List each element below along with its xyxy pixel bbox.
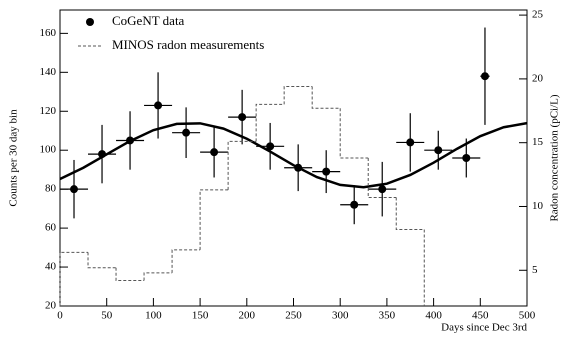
y-tick-label: 120 (40, 105, 57, 117)
y-tick-label: 20 (45, 300, 57, 312)
data-point (266, 142, 275, 151)
x-tick-label: 300 (332, 310, 349, 322)
legend-marker (86, 18, 94, 26)
y-tick-label: 100 (40, 144, 57, 156)
histogram-step (283, 86, 313, 105)
data-point (462, 154, 471, 162)
data-point (70, 185, 79, 194)
data-point (434, 146, 443, 155)
y2-tick-label: 10 (532, 200, 544, 212)
data-point (210, 148, 219, 157)
data-point (406, 138, 415, 147)
y-tick-label: 60 (45, 222, 57, 234)
histogram-step (171, 249, 201, 273)
histogram-step (59, 251, 89, 306)
x-tick-label: 0 (57, 310, 63, 322)
x-tick-label: 500 (519, 310, 536, 322)
fit-curve (59, 121, 528, 189)
data-point (182, 128, 191, 137)
y2-tick-label: 20 (532, 72, 544, 84)
x-tick-label: 350 (379, 310, 396, 322)
legend-label: CoGeNT data (112, 13, 185, 28)
y2-tick-label: 25 (532, 9, 544, 21)
histogram-step (311, 86, 341, 109)
x-tick-label: 150 (192, 310, 209, 322)
data-point (350, 200, 359, 209)
y-tick-label: 80 (45, 183, 57, 195)
y2-tick-label: 5 (532, 264, 538, 276)
x-axis-label: Days since Dec 3rd (441, 322, 527, 334)
histogram-step (199, 189, 229, 250)
x-tick-label: 250 (285, 310, 302, 322)
data-point (154, 101, 163, 110)
x-tick-label: 450 (472, 310, 489, 322)
x-tick-label: 400 (425, 310, 442, 322)
data-point (480, 72, 489, 81)
x-tick-label: 100 (145, 310, 162, 322)
data-point (322, 167, 331, 176)
data-point (238, 113, 247, 122)
histogram-step (87, 252, 117, 269)
y-tick-label: 160 (40, 27, 57, 39)
histogram-step (339, 108, 369, 159)
x-tick-label: 200 (239, 310, 256, 322)
data-point (378, 185, 387, 194)
y2-tick-label: 15 (532, 136, 544, 148)
y-axis-label: Counts per 30 day bin (8, 109, 20, 207)
histogram-step (115, 267, 145, 281)
y-tick-label: 40 (45, 261, 57, 273)
histogram-step (143, 272, 173, 281)
histogram-step (255, 103, 285, 142)
histogram-step (395, 197, 425, 306)
y-tick-label: 140 (40, 66, 57, 78)
x-tick-label: 50 (101, 310, 113, 322)
y2-axis-label: Radon concentration (pCi/L) (549, 94, 561, 221)
histogram-step (227, 140, 257, 190)
legend-label: MINOS radon measurements (112, 37, 264, 52)
